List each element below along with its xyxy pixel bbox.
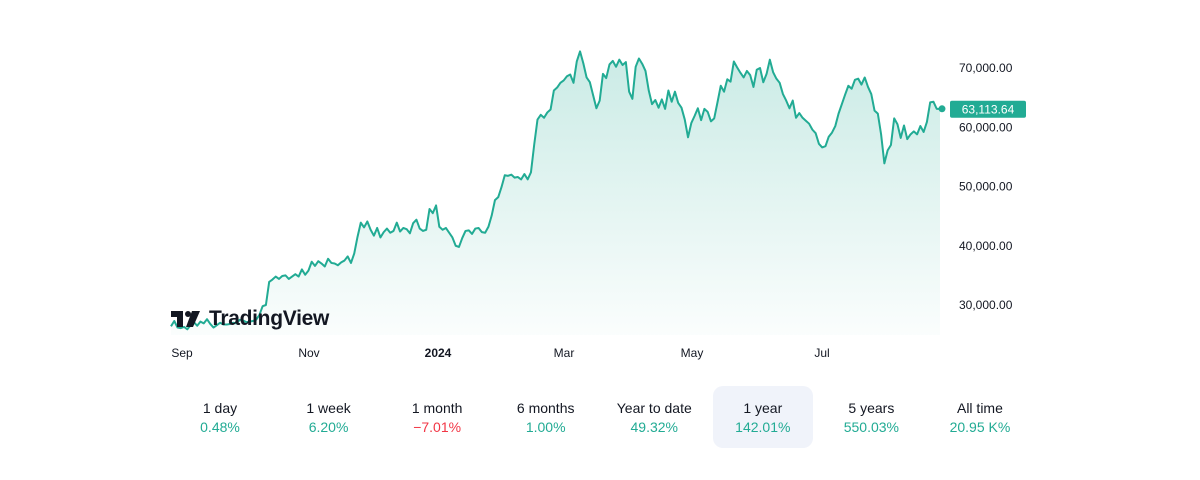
last-price-label: 63,113.64: [962, 102, 1015, 116]
range-label: 1 week: [306, 399, 351, 416]
y-tick-label: 70,000.00: [959, 61, 1013, 75]
x-tick-label: Sep: [171, 346, 193, 360]
range-1-week[interactable]: 1 week 6.20%: [279, 386, 379, 448]
last-price-tag: 63,113.64: [950, 100, 1026, 118]
range-label: 1 month: [411, 399, 463, 416]
range-change: 550.03%: [843, 418, 900, 435]
range-change: 49.32%: [630, 418, 678, 435]
range-change: −7.01%: [413, 418, 462, 435]
range-label: 6 months: [516, 399, 575, 416]
x-tick-label: May: [681, 346, 704, 360]
range-label: Year to date: [616, 399, 692, 416]
plot-area: [170, 50, 946, 335]
range-label: 5 years: [848, 399, 895, 416]
range-change: 142.01%: [735, 418, 791, 435]
range-5-years[interactable]: 5 years 550.03%: [821, 386, 921, 448]
time-range-selector: 1 day 0.48% 1 week 6.20% 1 month −7.01% 6 mont…: [170, 386, 1030, 448]
range-1-month[interactable]: 1 month −7.01%: [387, 386, 487, 448]
range-all-time[interactable]: All time 20.95 K%: [930, 386, 1030, 448]
range-label: All time: [956, 399, 1003, 416]
y-tick-label: 60,000.00: [959, 120, 1013, 134]
tradingview-logo-text: TradingView: [209, 307, 330, 330]
range-1-year[interactable]: 1 year 142.01%: [712, 386, 813, 448]
y-axis: 70,000.00 60,000.00 50,000.00 40,000.00 30,0…: [959, 61, 1013, 312]
x-tick-label: Jul: [814, 346, 829, 360]
range-change: 20.95 K%: [949, 418, 1011, 435]
y-tick-label: 30,000.00: [959, 298, 1013, 312]
range-change: 6.20%: [308, 418, 349, 435]
last-price-point: [938, 105, 946, 113]
price-area-fill: [171, 51, 940, 335]
tradingview-logo[interactable]: TradingView: [171, 305, 329, 333]
range-change: 1.00%: [525, 418, 566, 435]
range-change: 0.48%: [200, 418, 240, 435]
range-6-months[interactable]: 6 months 1.00%: [496, 386, 596, 448]
y-tick-label: 40,000.00: [959, 239, 1013, 253]
last-price-tag-bg: [950, 100, 1026, 118]
x-tick-label: 2024: [425, 346, 452, 360]
tradingview-logo-icon: [171, 311, 200, 327]
range-1-day[interactable]: 1 day 0.48%: [170, 386, 270, 448]
price-chart[interactable]: 70,000.00 60,000.00 50,000.00 40,000.00 30,0…: [0, 0, 1200, 370]
range-label: 1 year: [743, 399, 783, 416]
x-tick-label: Nov: [298, 346, 319, 360]
range-year-to-date[interactable]: Year to date 49.32%: [604, 386, 704, 448]
x-axis: Sep Nov 2024 Mar May Jul: [171, 346, 829, 360]
price-line: [170, 50, 940, 331]
x-tick-label: Mar: [554, 346, 575, 360]
y-tick-label: 50,000.00: [959, 180, 1013, 194]
range-label: 1 day: [202, 399, 238, 416]
